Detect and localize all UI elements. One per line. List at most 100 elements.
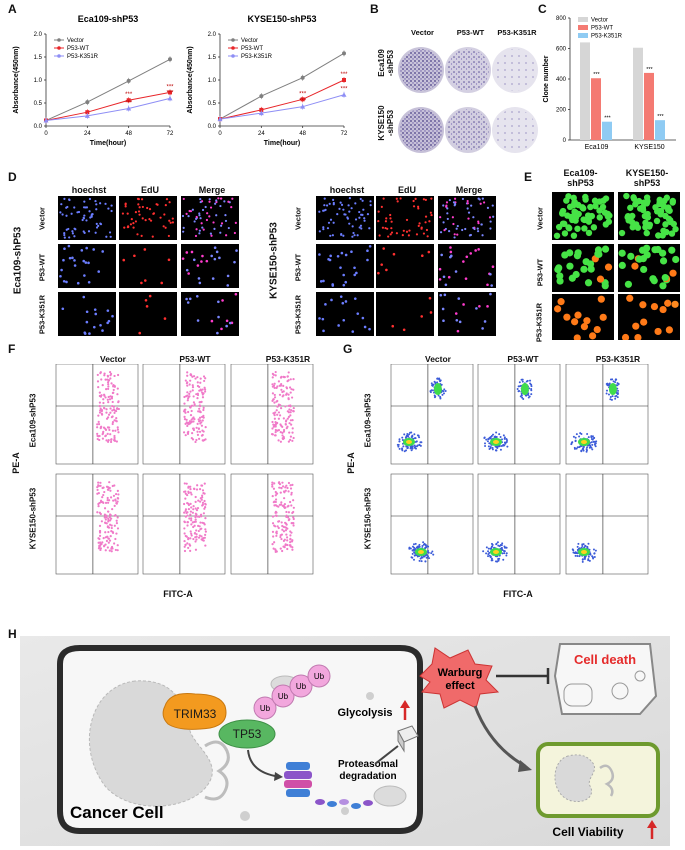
- edu-image-grid: [58, 196, 496, 336]
- event: [116, 393, 119, 396]
- event: [100, 425, 103, 428]
- event: [194, 500, 197, 503]
- cell-nucleus: [182, 226, 185, 229]
- data-point: [84, 113, 90, 118]
- event: [202, 406, 205, 409]
- event: [186, 399, 189, 402]
- cell-nucleus: [137, 203, 140, 206]
- event: [278, 486, 281, 489]
- event: [572, 549, 575, 552]
- legend-label: P53-WT: [67, 46, 89, 52]
- event: [271, 522, 275, 525]
- event: [289, 391, 292, 394]
- cell-nucleus: [109, 235, 112, 238]
- cell-nucleus: [82, 216, 85, 219]
- cell: [618, 229, 626, 237]
- cell-nucleus: [143, 248, 147, 251]
- event: [109, 496, 113, 499]
- event: [281, 481, 284, 484]
- event: [503, 552, 506, 555]
- cell-nucleus: [208, 215, 211, 218]
- flow-plot: [565, 364, 649, 465]
- cell: [592, 202, 599, 210]
- cell-nucleus: [205, 218, 209, 222]
- event: [279, 534, 282, 537]
- bar-P53-K351R-Eca109: [602, 121, 612, 140]
- bar-Vector-Eca109: [580, 42, 590, 140]
- y-tick-label: 400: [556, 77, 567, 83]
- event: [99, 481, 102, 484]
- y-tick-label: 0.5: [34, 101, 43, 107]
- cell-nucleus: [196, 264, 200, 267]
- cell-nucleus: [234, 221, 237, 225]
- cell-nucleus: [355, 271, 358, 275]
- event: [189, 379, 192, 382]
- event: [111, 409, 114, 412]
- cell-nucleus: [395, 232, 399, 235]
- cell-nucleus: [73, 227, 76, 230]
- event: [108, 539, 112, 542]
- event: [401, 447, 404, 450]
- event: [484, 445, 487, 448]
- event: [413, 446, 416, 449]
- event: [112, 499, 115, 502]
- event: [193, 404, 196, 407]
- event: [273, 382, 276, 385]
- event: [576, 545, 579, 548]
- event: [105, 514, 108, 517]
- event: [272, 425, 275, 428]
- cell-nucleus: [231, 197, 234, 200]
- cell-nucleus: [354, 218, 358, 221]
- micrograph: [438, 292, 496, 336]
- event: [186, 521, 189, 524]
- event: [190, 517, 193, 520]
- event: [104, 435, 107, 438]
- cell-nucleus: [489, 220, 492, 223]
- cell: [555, 223, 563, 231]
- event: [271, 481, 274, 484]
- cell-nucleus: [133, 254, 136, 258]
- proteasomal-label-1: Proteasomal: [338, 759, 398, 770]
- event: [487, 555, 490, 558]
- cell: [624, 212, 632, 220]
- warburg-label-2: effect: [445, 680, 475, 692]
- event: [291, 548, 294, 551]
- cell-nucleus: [65, 280, 68, 284]
- cell-nucleus: [140, 234, 143, 237]
- cell: [657, 208, 665, 215]
- ub-4: [307, 664, 331, 688]
- cell-nucleus: [211, 277, 215, 280]
- event: [110, 545, 114, 549]
- event: [197, 410, 200, 413]
- data-point: [259, 94, 264, 99]
- cell-nucleus: [182, 197, 185, 201]
- flow-plots-g: [390, 364, 649, 575]
- cell-nucleus: [124, 202, 127, 205]
- event: [411, 447, 414, 450]
- cell-nucleus: [453, 233, 456, 236]
- cell-nucleus: [214, 202, 217, 205]
- event: [274, 498, 278, 501]
- event: [609, 396, 612, 399]
- cell-nucleus: [380, 205, 383, 208]
- e-row-wt: P53-WT: [535, 258, 545, 287]
- event: [101, 383, 104, 387]
- cell-nucleus: [227, 226, 230, 230]
- cell-nucleus: [479, 202, 482, 205]
- event: [500, 438, 503, 441]
- cell: [669, 199, 676, 206]
- cell: [601, 245, 610, 253]
- event: [116, 426, 119, 429]
- cell: [631, 262, 639, 270]
- cell: [654, 327, 662, 336]
- event: [199, 381, 202, 384]
- event: [115, 440, 119, 443]
- event: [286, 417, 289, 420]
- event: [277, 403, 280, 406]
- event: [503, 436, 506, 439]
- arrow-to-proteasome: [247, 749, 276, 777]
- event: [107, 439, 110, 442]
- cell-nucleus: [408, 229, 411, 232]
- cell-nucleus: [85, 320, 89, 324]
- cell-nucleus: [422, 232, 426, 235]
